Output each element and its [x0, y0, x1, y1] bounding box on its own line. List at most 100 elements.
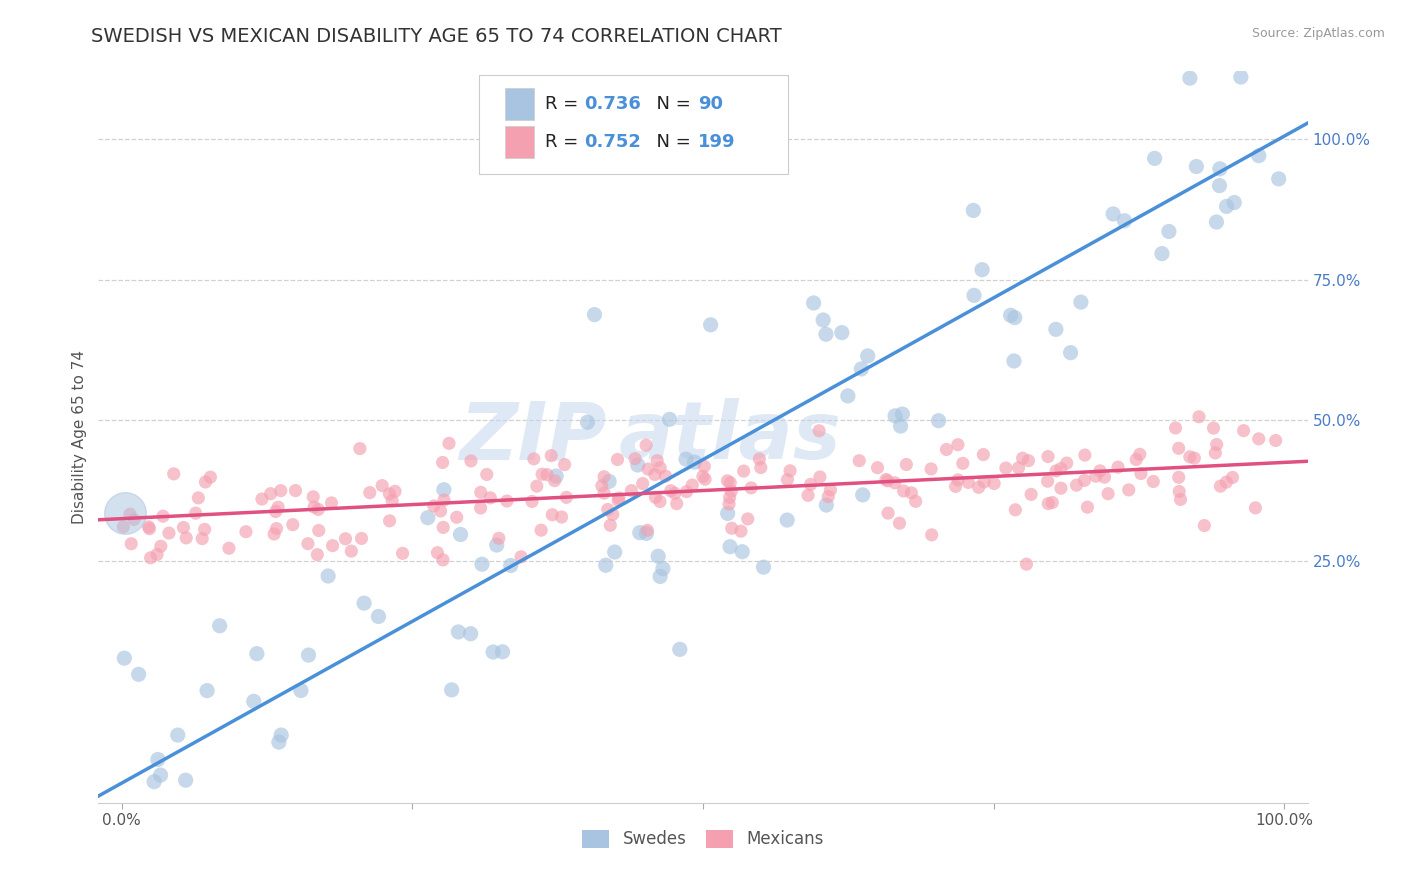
Point — [432, 455, 454, 469]
Point — [893, 483, 915, 498]
Point — [1074, 448, 1097, 462]
Point — [1232, 424, 1254, 438]
Point — [831, 326, 853, 340]
Point — [554, 458, 576, 472]
Point — [1070, 295, 1092, 310]
Point — [157, 526, 180, 541]
Point — [267, 735, 290, 749]
Point — [628, 525, 651, 540]
Point — [972, 262, 994, 277]
Point — [1076, 500, 1098, 515]
Point — [523, 451, 546, 466]
Point — [340, 544, 363, 558]
Point — [174, 531, 197, 545]
Point — [1066, 478, 1088, 492]
Point — [1050, 481, 1073, 495]
Point — [316, 569, 339, 583]
Point — [187, 491, 209, 505]
Point — [1178, 450, 1201, 464]
Point — [928, 414, 950, 428]
Point — [429, 504, 451, 518]
Point — [740, 481, 762, 495]
Point — [432, 520, 454, 534]
Point — [526, 479, 548, 493]
Point — [530, 523, 553, 537]
Text: 0.736: 0.736 — [585, 95, 641, 113]
Point — [952, 456, 974, 470]
Point — [488, 531, 510, 545]
Point — [1004, 503, 1026, 517]
Point — [1264, 434, 1286, 448]
Point — [1002, 354, 1025, 368]
Point — [1244, 500, 1267, 515]
Point — [877, 506, 900, 520]
Point — [693, 472, 716, 486]
Point — [359, 485, 381, 500]
Point — [270, 483, 292, 498]
Y-axis label: Disability Age 65 to 74: Disability Age 65 to 74 — [72, 350, 87, 524]
Point — [1102, 207, 1125, 221]
Point — [479, 491, 502, 505]
Point — [235, 524, 257, 539]
Point — [808, 470, 831, 484]
Point — [636, 438, 658, 452]
Point — [440, 682, 463, 697]
Point — [675, 452, 697, 467]
Point — [1150, 246, 1173, 260]
Point — [675, 484, 697, 499]
Point — [1017, 453, 1039, 467]
Point — [321, 496, 343, 510]
Point — [1194, 518, 1216, 533]
Point — [555, 491, 578, 505]
Point — [378, 487, 401, 501]
Point — [737, 512, 759, 526]
Point — [290, 683, 312, 698]
Point — [353, 596, 375, 610]
Point — [607, 491, 630, 505]
Point — [1230, 70, 1253, 84]
Point — [135, 847, 157, 862]
Point — [636, 526, 658, 541]
Point — [651, 561, 673, 575]
Point — [391, 546, 413, 560]
Point — [450, 527, 472, 541]
Point — [1004, 310, 1026, 325]
Point — [260, 486, 283, 500]
Point — [962, 203, 984, 218]
Point — [650, 460, 672, 475]
Point — [607, 493, 630, 508]
Point — [776, 513, 799, 527]
Text: 90: 90 — [699, 95, 723, 113]
Point — [308, 524, 330, 538]
Point — [349, 442, 371, 456]
FancyBboxPatch shape — [479, 75, 787, 174]
Point — [491, 645, 513, 659]
Point — [1167, 442, 1189, 456]
Point — [1011, 451, 1033, 466]
Point — [776, 473, 799, 487]
Point — [250, 491, 273, 506]
Point — [665, 497, 688, 511]
Point — [669, 642, 692, 657]
Point — [381, 493, 404, 508]
Point — [194, 475, 217, 489]
Point — [460, 454, 482, 468]
Point — [152, 839, 174, 854]
Point — [749, 460, 772, 475]
Point — [699, 318, 721, 332]
Point — [1142, 475, 1164, 489]
Point — [1204, 446, 1226, 460]
Point — [946, 438, 969, 452]
Point — [322, 539, 344, 553]
Point — [1107, 460, 1129, 475]
Point — [718, 475, 741, 490]
FancyBboxPatch shape — [505, 88, 534, 120]
Point — [433, 483, 456, 497]
Point — [718, 491, 741, 505]
Point — [166, 728, 188, 742]
Point — [814, 327, 837, 342]
Point — [603, 545, 626, 559]
Point — [730, 524, 752, 538]
Point — [945, 479, 967, 493]
Point — [851, 362, 873, 376]
